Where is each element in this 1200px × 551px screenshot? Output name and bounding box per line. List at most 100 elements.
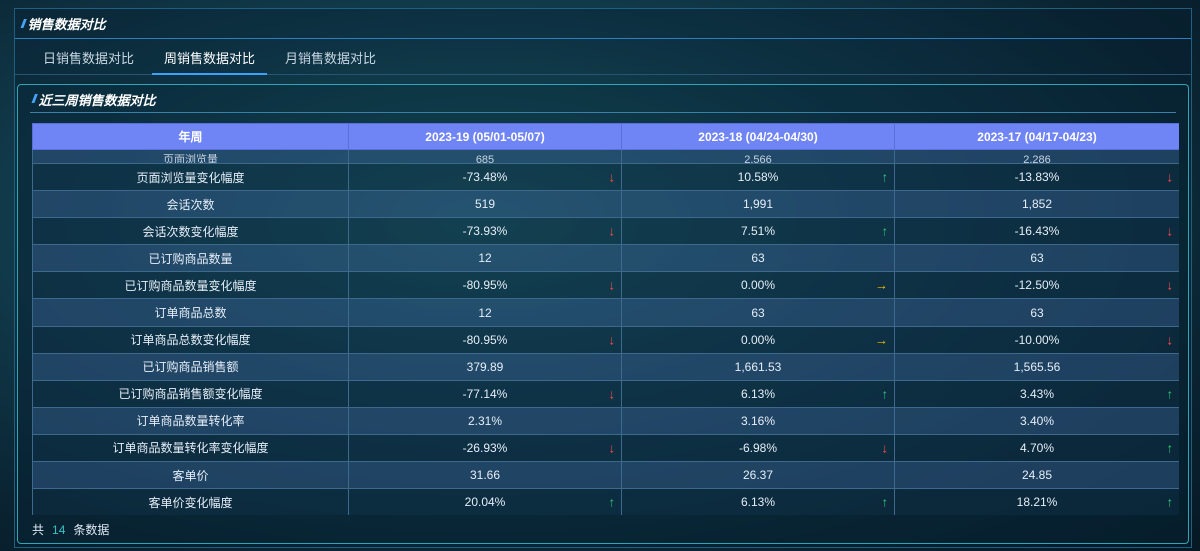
cell-value: 0.00% → [621,325,895,354]
panel-header: // 近三周销售数据对比 [18,85,1188,113]
cell-text: 7.51% [740,224,776,239]
cell-text: 1,991 [742,197,774,212]
cell-value: 1,991 [621,190,895,219]
cell-value: 2.31% [348,406,622,435]
table-row: 页面浏览量变化幅度 -73.48% ↓ 10.58% ↑ -13.83% ↓ [32,162,1179,192]
cell-value: -73.93% ↓ [348,217,622,246]
table-row: 已订购商品数量 12 63 63 [32,244,1179,273]
cell-value: 18.21% ↑ [894,488,1179,515]
cell-value: -16.43% ↓ [894,217,1179,246]
arrow-up-icon: ↑ [881,223,889,239]
table-row: 客单价变化幅度 20.04% ↑ 6.13% ↑ 18.21% ↑ [32,488,1179,515]
cell-text: -16.43% [1014,224,1060,239]
cell-text: -80.95% [462,278,508,293]
column-header[interactable]: 2023-17 (04/17-04/23) [894,123,1179,150]
row-label: 已订购商品数量变化幅度 [32,271,349,300]
arrow-down-icon: ↓ [608,386,616,402]
row-label: 页面浏览量 [32,149,349,164]
arrow-up-icon: ↑ [881,386,889,402]
row-label: 客单价变化幅度 [32,488,349,515]
arrow-down-icon: ↓ [608,277,616,293]
cell-value: 1,852 [894,190,1179,219]
cell-value: 0.00% → [621,271,895,300]
cell-text: 3.16% [740,413,776,428]
table-row: 已订购商品数量变化幅度 -80.95% ↓ 0.00% → -12.50% ↓ [32,271,1179,300]
arrow-up-icon: ↑ [1166,440,1174,456]
row-label: 会话次数 [32,190,349,219]
section-header: // 销售数据对比 [15,9,1191,39]
cell-text: 4.70% [1019,440,1055,455]
arrow-down-icon: ↓ [608,332,616,348]
cell-value: 12 [348,298,622,327]
cell-text: -73.48% [462,170,508,185]
comparison-table-scroll[interactable]: 年周 2023-19 (05/01-05/07) 2023-18 (04/24-… [32,123,1179,515]
row-label: 订单商品数量转化率变化幅度 [32,433,349,463]
table-row: 会话次数 519 1,991 1,852 [32,190,1179,219]
arrow-up-icon: ↑ [1166,386,1174,402]
cell-value: -80.95% ↓ [348,271,622,300]
arrow-down-icon: ↓ [1166,223,1174,239]
cell-text: 12 [478,251,492,266]
arrow-down-icon: ↓ [1166,332,1174,348]
cell-value: 31.66 [348,461,622,490]
tab-weekly[interactable]: 周销售数据对比 [152,45,268,75]
cell-value: -10.00% ↓ [894,325,1179,354]
section-title: 销售数据对比 [27,17,106,32]
cell-value: 4.70% ↑ [894,433,1179,463]
arrow-down-icon: ↓ [1166,277,1174,293]
cell-text: 0.00% [740,278,776,293]
cell-text: 6.13% [740,386,776,401]
table-row: 订单商品数量转化率 2.31% 3.16% 3.40% [32,406,1179,435]
cell-text: 24.85 [1021,468,1053,483]
cell-text: 31.66 [469,468,501,483]
cell-value: 685 [348,149,622,164]
cell-text: 12 [478,305,492,320]
arrow-down-icon: ↓ [1166,169,1174,185]
table-row: 订单商品总数变化幅度 -80.95% ↓ 0.00% → -10.00% ↓ [32,325,1179,354]
cell-value: 6.13% ↑ [621,379,895,408]
column-header[interactable]: 2023-19 (05/01-05/07) [348,123,622,150]
cell-value: 7.51% ↑ [621,217,895,246]
cell-value: -80.95% ↓ [348,325,622,354]
cell-text: 63 [751,251,765,266]
arrow-down-icon: ↓ [608,440,616,456]
row-label: 已订购商品销售额 [32,352,349,381]
column-header[interactable]: 2023-18 (04/24-04/30) [621,123,895,150]
cell-value: 3.43% ↑ [894,379,1179,408]
record-count: 14 [52,523,66,537]
cell-text: 1,661.53 [734,359,782,374]
arrow-up-icon: ↑ [608,494,616,510]
row-label: 订单商品数量转化率 [32,406,349,435]
cell-value: -13.83% ↓ [894,162,1179,192]
cell-value: 63 [621,244,895,273]
footer-prefix: 共 [32,523,45,537]
tab-daily[interactable]: 日销售数据对比 [43,51,135,66]
row-label: 客单价 [32,461,349,490]
weekly-comparison-panel: // 近三周销售数据对比 年周 2023-19 (05/01-05/07) 20… [17,84,1189,544]
cell-value: 26.37 [621,461,895,490]
cell-value: -73.48% ↓ [348,162,622,192]
cell-value: 519 [348,190,622,219]
cell-value: 10.58% ↑ [621,162,895,192]
column-header[interactable]: 年周 [32,123,349,150]
cell-value: -77.14% ↓ [348,379,622,408]
cell-value: 3.40% [894,406,1179,435]
cell-value: 24.85 [894,461,1179,490]
cell-text: -80.95% [462,332,508,347]
cell-value: 20.04% ↑ [348,488,622,515]
comparison-table: 年周 2023-19 (05/01-05/07) 2023-18 (04/24-… [32,123,1179,515]
tab-monthly[interactable]: 月销售数据对比 [285,51,377,66]
table-row: 已订购商品销售额变化幅度 -77.14% ↓ 6.13% ↑ 3.43% ↑ [32,379,1179,408]
sales-comparison-container: // 销售数据对比 日销售数据对比 周销售数据对比 月销售数据对比 // 近三周… [14,8,1192,548]
cell-text: -10.00% [1014,332,1060,347]
cell-text: 63 [1030,251,1044,266]
arrow-up-icon: ↑ [881,494,889,510]
table-row: 客单价 31.66 26.37 24.85 [32,461,1179,490]
arrow-down-icon: ↓ [608,223,616,239]
cell-text: 1,565.56 [1013,359,1061,374]
cell-text: 6.13% [740,495,776,510]
row-label: 已订购商品销售额变化幅度 [32,379,349,408]
tab-bar: 日销售数据对比 周销售数据对比 月销售数据对比 [15,45,1191,75]
cell-text: 2.31% [467,413,503,428]
cell-value: 6.13% ↑ [621,488,895,515]
